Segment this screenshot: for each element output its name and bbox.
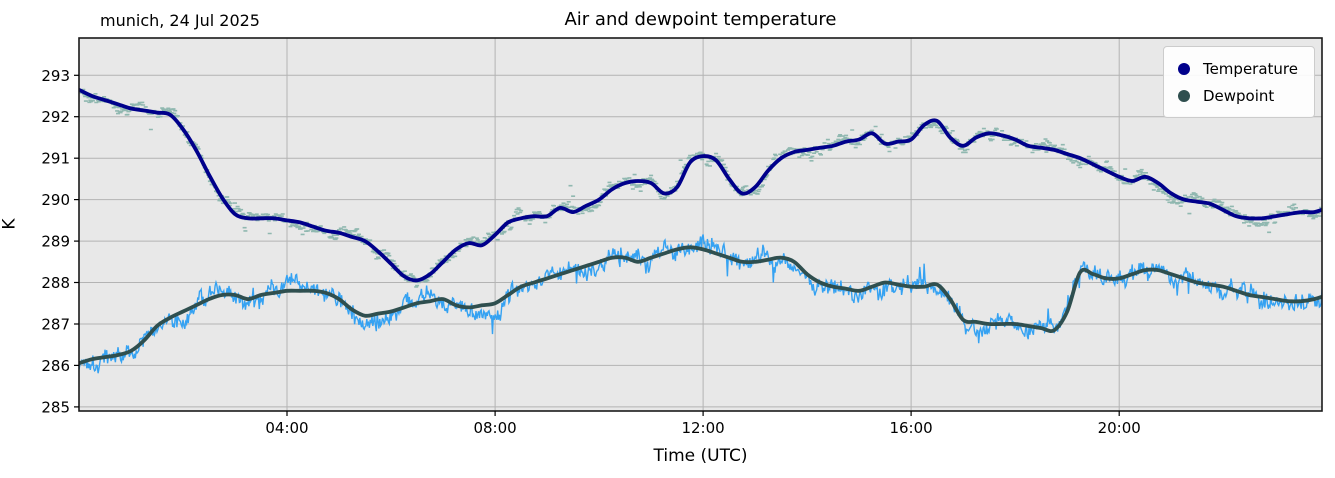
x-axis-label: Time (UTC) [653, 446, 748, 466]
x-tick-label: 08:00 [473, 419, 516, 437]
y-tick-label: 292 [41, 108, 70, 126]
legend-item-dewpoint: Dewpoint [1177, 82, 1298, 109]
chart-title: Air and dewpoint temperature [564, 9, 837, 30]
y-tick-label: 288 [41, 274, 70, 292]
y-tick-label: 285 [41, 398, 70, 416]
y-tick-label: 290 [41, 191, 70, 209]
chart-annotation: munich, 24 Jul 2025 [100, 11, 260, 30]
dewpoint-marker-icon [1177, 89, 1190, 102]
y-tick-label: 286 [41, 357, 70, 375]
y-tick-label: 291 [41, 150, 70, 168]
legend-label-dewpoint: Dewpoint [1202, 86, 1275, 105]
plot-area [79, 38, 1322, 411]
dewpoint-series [79, 245, 1322, 366]
axis-ticks: 285 286 287 288 289 290 291 292 293 04:00 08:00 12:… [41, 67, 1140, 437]
temperature-series [79, 87, 1322, 283]
temperature-marker-icon [1177, 62, 1190, 75]
y-axis-label: K [0, 218, 20, 230]
dewpoint-raw-series [79, 234, 1322, 374]
x-tick-label: 12:00 [681, 419, 724, 437]
y-tick-label: 289 [41, 233, 70, 251]
x-tick-label: 04:00 [265, 419, 308, 437]
legend: Temperature Dewpoint [1162, 46, 1315, 118]
y-tick-label: 287 [41, 316, 70, 334]
legend-label-temperature: Temperature [1202, 59, 1298, 78]
plot-frame [78, 37, 1323, 412]
x-tick-label: 20:00 [1098, 419, 1141, 437]
legend-item-temperature: Temperature [1177, 55, 1298, 82]
x-tick-label: 16:00 [889, 419, 932, 437]
y-tick-label: 293 [41, 67, 70, 85]
